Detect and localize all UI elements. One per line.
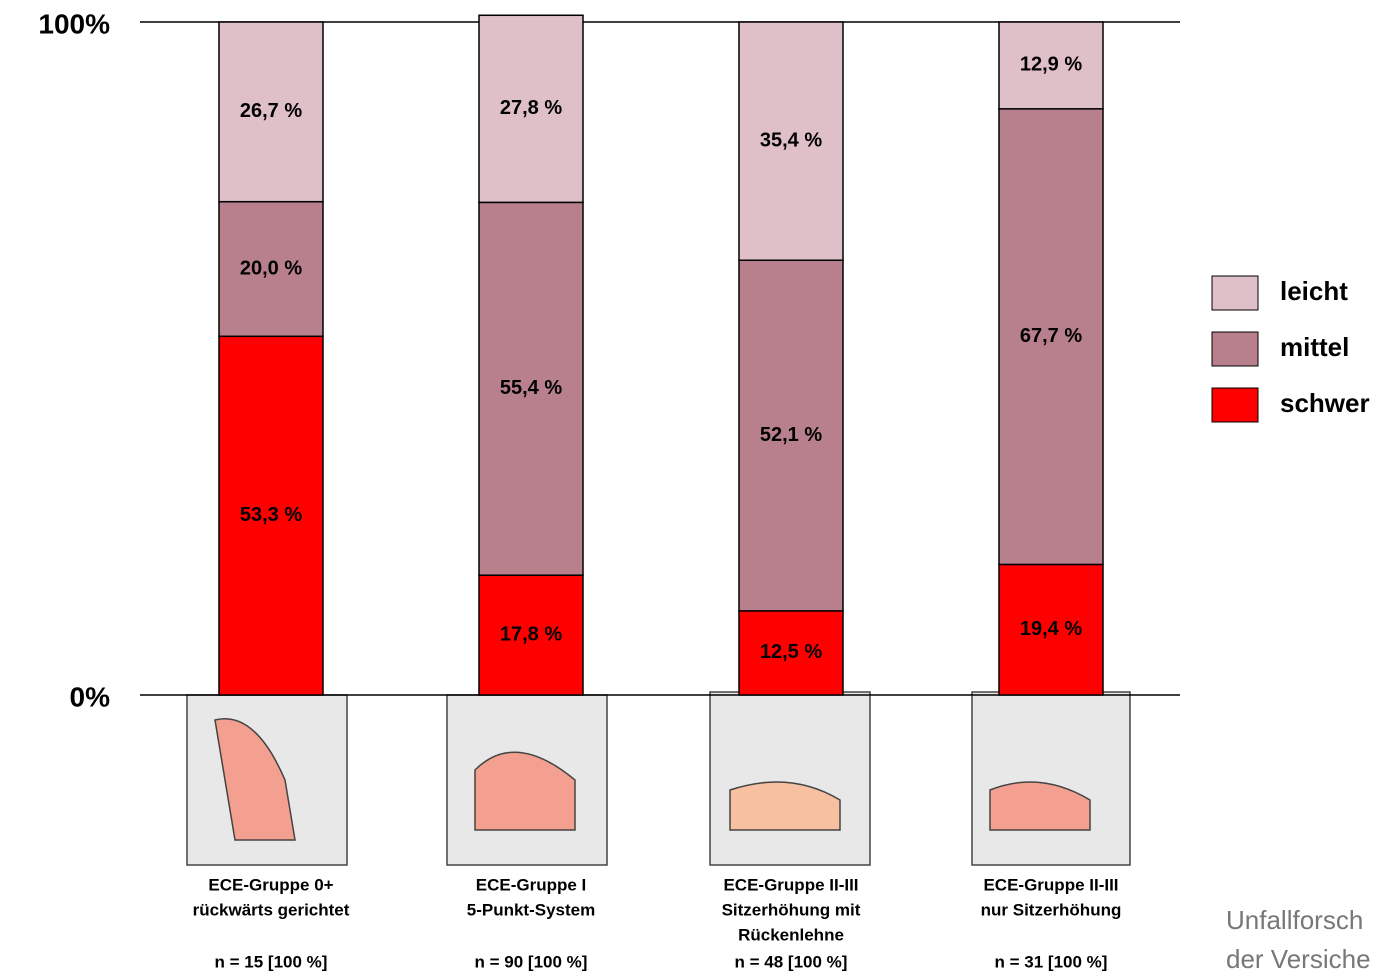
bar-segment xyxy=(738,259,844,612)
x-tick-label: ECE-Gruppe I xyxy=(476,875,587,894)
bar-segment xyxy=(218,335,324,696)
value-label: 20,0 % xyxy=(240,257,302,279)
x-tick-label: ECE-Gruppe 0+ xyxy=(208,875,333,894)
x-tick-label: ECE-Gruppe II-III xyxy=(723,875,858,894)
x-tick-label: 5-Punkt-System xyxy=(467,900,595,919)
legend-swatch xyxy=(1211,387,1259,423)
y-tick-label: 100% xyxy=(38,8,110,39)
bar-segment xyxy=(478,201,584,576)
legend-swatch xyxy=(1211,275,1259,311)
bar-segment xyxy=(478,14,584,204)
x-tick-label: ECE-Gruppe II-III xyxy=(983,875,1118,894)
seat-shape xyxy=(729,781,841,831)
value-label: 35,4 % xyxy=(760,129,822,151)
x-tick-label: rückwärts gerichtet xyxy=(193,900,350,919)
seat-image xyxy=(709,691,871,866)
sample-label: n = 48 [100 %] xyxy=(735,952,848,971)
seat-shape xyxy=(214,718,296,841)
watermark: der Versiche xyxy=(1226,944,1371,973)
bar-segment xyxy=(218,200,324,338)
x-tick-label: Rückenlehne xyxy=(738,925,844,944)
x-tick-label: nur Sitzerhöhung xyxy=(981,900,1122,919)
bar-segment xyxy=(218,21,324,203)
legend-swatch xyxy=(1211,331,1259,367)
watermark: Unfallforsch xyxy=(1226,905,1363,935)
legend-label: leicht xyxy=(1280,276,1348,306)
legend-label: mittel xyxy=(1280,332,1349,362)
value-label: 19,4 % xyxy=(1020,618,1082,640)
bar-segment xyxy=(998,563,1104,696)
bar-segment xyxy=(998,21,1104,110)
value-label: 26,7 % xyxy=(240,100,302,122)
value-label: 27,8 % xyxy=(500,97,562,119)
seat-shape xyxy=(989,781,1091,831)
value-label: 12,9 % xyxy=(1020,54,1082,76)
value-label: 12,5 % xyxy=(760,641,822,663)
value-label: 52,1 % xyxy=(760,424,822,446)
seat-illustrations xyxy=(186,691,1131,866)
value-label: 55,4 % xyxy=(500,377,562,399)
sample-label: n = 31 [100 %] xyxy=(995,952,1108,971)
sample-label: n = 90 [100 %] xyxy=(475,952,588,971)
x-tick-label: Sitzerhöhung mit xyxy=(722,900,861,919)
seat-image xyxy=(971,691,1131,866)
value-label: 67,7 % xyxy=(1020,325,1082,347)
sample-label: n = 15 [100 %] xyxy=(215,952,328,971)
seat-shape xyxy=(474,751,576,831)
bar-segment xyxy=(738,610,844,696)
value-label: 17,8 % xyxy=(500,623,562,645)
y-tick-label: 0% xyxy=(70,681,111,712)
bar-segment xyxy=(738,21,844,261)
legend-label: schwer xyxy=(1280,388,1370,418)
value-label: 53,3 % xyxy=(240,504,302,526)
